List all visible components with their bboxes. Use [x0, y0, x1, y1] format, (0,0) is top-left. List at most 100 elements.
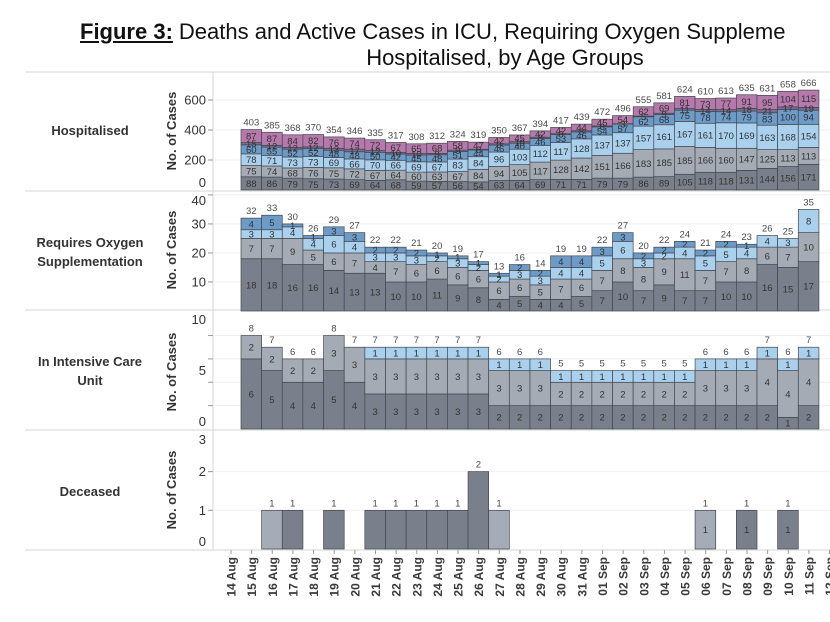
bar-total-label: 19 — [452, 244, 463, 255]
segment-label: 87 — [246, 131, 257, 142]
segment-label: 2 — [517, 263, 522, 274]
bar-total-label: 33 — [267, 203, 278, 214]
segment-label: 81 — [679, 98, 690, 109]
segment-label: 8 — [641, 274, 646, 285]
segment-label: 2 — [661, 245, 666, 256]
bar-total-label: 6 — [517, 347, 522, 358]
segment-label: 185 — [656, 158, 672, 169]
segment-label: 9 — [434, 149, 439, 160]
segment-label: 73 — [308, 157, 319, 168]
segment-label: 60 — [246, 145, 257, 156]
bar-total-label: 27 — [349, 221, 360, 232]
bar-total-label: 1 — [785, 498, 790, 509]
panel-icu: 0 5 10 6 2 8 5 2 7 4 2 6 4 2 6 5 3 8 4 3 7 3 3 1 7 3 3 1 7 3 3 1 7 3 3 1 7 3 3… — [192, 312, 830, 430]
bar-total-label: 346 — [347, 126, 363, 137]
segment-label: 5 — [269, 218, 274, 229]
segment-label: 169 — [739, 131, 755, 142]
segment-label: 48 — [329, 149, 340, 160]
segment-label: 137 — [594, 141, 610, 152]
segment-label: 91 — [741, 97, 752, 108]
segment-label: 64 — [514, 181, 525, 192]
segment-label: 2 — [620, 413, 625, 424]
segment-label: 1 — [765, 348, 770, 359]
bar-total-label: 385 — [264, 120, 280, 131]
segment-label: 6 — [455, 272, 460, 283]
bar-segment — [694, 509, 717, 550]
figure-title-text: Deaths and Active Cases in ICU, Requirin… — [178, 19, 786, 44]
segment-label: 74 — [721, 113, 732, 124]
segment-label: 3 — [538, 384, 543, 395]
segment-label: 57 — [618, 124, 629, 135]
segment-label: 18 — [741, 105, 752, 116]
segment-label: 17 — [803, 282, 814, 293]
bar-total-label: 26 — [308, 224, 319, 235]
bar-total-label: 20 — [638, 241, 649, 252]
segment-label: 1 — [517, 360, 522, 371]
bar-segment — [797, 346, 820, 360]
bar-total-label: 5 — [682, 359, 687, 370]
segment-label: 6 — [600, 122, 605, 133]
x-tick-label: 27 Aug — [493, 557, 507, 597]
bar-segment — [797, 209, 820, 233]
row-label-hospitalised: Hospitalised — [10, 121, 170, 140]
segment-label: 1 — [744, 525, 749, 536]
row-label-deceased: Deceased — [10, 482, 170, 501]
bar-total-label: 581 — [656, 91, 672, 102]
segment-label: 3 — [373, 253, 378, 264]
bar-total-label: 7 — [765, 335, 770, 346]
segment-label: 96 — [494, 155, 505, 166]
segment-label: 69 — [659, 103, 670, 114]
segment-label: 94 — [494, 169, 505, 180]
bar-total-label: 22 — [597, 235, 608, 246]
segment-label: 2 — [517, 413, 522, 424]
bar-total-label: 6 — [311, 347, 316, 358]
segment-label: 1 — [455, 253, 460, 264]
segment-label: 3 — [352, 232, 357, 243]
segment-label: 2 — [682, 240, 687, 251]
segment-label: 9 — [496, 140, 501, 151]
segment-label: 3 — [455, 372, 460, 383]
bar-total-label: 1 — [434, 498, 439, 509]
segment-label: 7 — [393, 267, 398, 278]
segment-label: 2 — [311, 366, 316, 377]
bar-total-label: 21 — [411, 238, 422, 249]
segment-label: 7 — [682, 296, 687, 307]
segment-label: 147 — [739, 155, 755, 166]
x-tick-label: 23 Aug — [410, 557, 424, 597]
y-axis-title-deceased: No. of Cases — [164, 451, 179, 530]
bar-total-label: 6 — [703, 347, 708, 358]
segment-label: 10 — [411, 292, 422, 303]
bar-total-label: 1 — [703, 498, 708, 509]
segment-label: 2 — [434, 254, 439, 265]
bar-segment — [447, 255, 469, 260]
segment-label: 1 — [744, 241, 749, 252]
segment-label: 10 — [391, 149, 402, 160]
segment-label: 18 — [267, 280, 278, 291]
bar-total-label: 7 — [455, 335, 460, 346]
segment-label: 7 — [249, 244, 254, 255]
x-tick-label: 17 Aug — [286, 557, 300, 597]
bar-total-label: 403 — [243, 118, 259, 129]
segment-label: 7 — [785, 253, 790, 264]
figure-label: Figure 3: — [80, 19, 173, 44]
bar-total-label: 1 — [496, 498, 501, 509]
y-tick-label: 200 — [184, 153, 206, 168]
segment-label: 42 — [556, 126, 567, 137]
segment-label: 113 — [780, 154, 795, 165]
segment-label: 163 — [759, 133, 775, 144]
segment-label: 4 — [558, 269, 563, 280]
x-axis: 14 Aug 15 Aug 16 Aug 17 Aug 18 Aug 19 Aug 20 A… — [225, 550, 830, 597]
segment-label: 63 — [494, 181, 505, 192]
segment-label: 72 — [370, 141, 381, 152]
segment-label: 68 — [391, 180, 402, 191]
segment-label: 185 — [677, 156, 693, 167]
segment-label: 1 — [538, 360, 543, 371]
segment-label: 15 — [783, 285, 794, 296]
segment-label: 113 — [801, 151, 816, 162]
segment-label: 6 — [331, 240, 336, 251]
segment-label: 2 — [620, 389, 625, 400]
segment-label: 3 — [476, 407, 481, 418]
bar-total-label: 5 — [579, 359, 584, 370]
